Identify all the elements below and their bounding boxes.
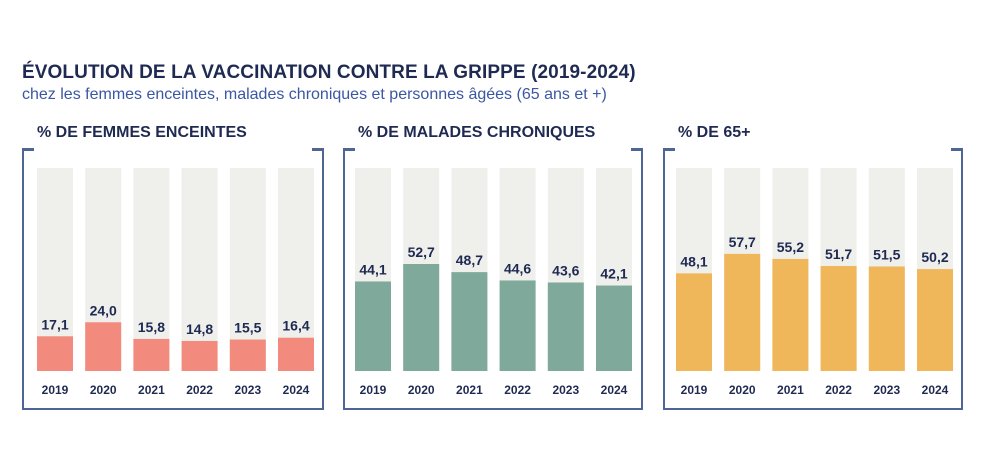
value-label-65-plus-2020: 57,7 bbox=[729, 234, 756, 250]
panel-frame-tick bbox=[343, 148, 355, 151]
panel-title-malades-chroniques: % DE MALADES CHRONIQUES bbox=[358, 124, 596, 141]
year-label-femmes-enceintes-2023: 2023 bbox=[234, 383, 261, 397]
value-label-malades-chroniques-2019: 44,1 bbox=[359, 261, 386, 277]
year-label-femmes-enceintes-2019: 2019 bbox=[42, 383, 69, 397]
year-label-65-plus-2022: 2022 bbox=[825, 383, 852, 397]
year-label-65-plus-2019: 2019 bbox=[681, 383, 708, 397]
year-label-malades-chroniques-2024: 2024 bbox=[601, 383, 628, 397]
value-label-femmes-enceintes-2022: 14,8 bbox=[186, 321, 213, 337]
bar-malades-chroniques-2022 bbox=[499, 280, 536, 371]
bar-65-plus-2020 bbox=[724, 253, 761, 371]
bar-femmes-enceintes-2019 bbox=[37, 336, 73, 371]
value-label-malades-chroniques-2020: 52,7 bbox=[408, 244, 435, 260]
value-label-femmes-enceintes-2019: 17,1 bbox=[41, 316, 68, 332]
year-label-femmes-enceintes-2024: 2024 bbox=[283, 383, 310, 397]
panel-title-femmes-enceintes: % DE FEMMES ENCEINTES bbox=[37, 124, 247, 141]
value-label-femmes-enceintes-2023: 15,5 bbox=[234, 320, 261, 336]
value-label-malades-chroniques-2022: 44,6 bbox=[504, 260, 531, 276]
year-label-femmes-enceintes-2021: 2021 bbox=[138, 383, 165, 397]
bar-65-plus-2023 bbox=[868, 266, 905, 371]
value-label-femmes-enceintes-2021: 15,8 bbox=[138, 319, 165, 335]
panel-frame-tick bbox=[312, 148, 324, 151]
value-label-malades-chroniques-2023: 43,6 bbox=[552, 262, 579, 278]
bar-track-femmes-enceintes-2022 bbox=[181, 168, 218, 371]
panel-frame-malades-chroniques bbox=[343, 148, 643, 410]
year-label-femmes-enceintes-2020: 2020 bbox=[90, 383, 117, 397]
value-label-malades-chroniques-2021: 48,7 bbox=[456, 252, 483, 268]
chart-title: ÉVOLUTION DE LA VACCINATION CONTRE LA GR… bbox=[22, 62, 636, 83]
bar-malades-chroniques-2019 bbox=[355, 281, 391, 371]
value-label-65-plus-2019: 48,1 bbox=[680, 253, 707, 269]
year-label-femmes-enceintes-2022: 2022 bbox=[186, 383, 213, 397]
bar-femmes-enceintes-2024 bbox=[278, 337, 314, 371]
bar-femmes-enceintes-2023 bbox=[229, 339, 266, 371]
bar-malades-chroniques-2020 bbox=[403, 264, 440, 371]
value-label-65-plus-2022: 51,7 bbox=[825, 246, 852, 262]
panel-frame-tick bbox=[663, 148, 675, 151]
panel-frame-tick bbox=[951, 148, 963, 151]
bar-track-femmes-enceintes-2024 bbox=[278, 168, 314, 371]
year-label-malades-chroniques-2019: 2019 bbox=[360, 383, 387, 397]
panel-frame-tick bbox=[22, 148, 34, 151]
bar-malades-chroniques-2023 bbox=[547, 282, 584, 371]
panel-frame-femmes-enceintes bbox=[22, 148, 324, 410]
bar-femmes-enceintes-2020 bbox=[85, 322, 122, 371]
year-label-malades-chroniques-2021: 2021 bbox=[456, 383, 483, 397]
year-label-malades-chroniques-2020: 2020 bbox=[408, 383, 435, 397]
year-label-65-plus-2020: 2020 bbox=[729, 383, 756, 397]
year-label-malades-chroniques-2023: 2023 bbox=[552, 383, 579, 397]
bar-femmes-enceintes-2022 bbox=[181, 340, 218, 371]
bar-malades-chroniques-2021 bbox=[451, 272, 488, 371]
bar-femmes-enceintes-2021 bbox=[133, 338, 170, 371]
value-label-femmes-enceintes-2020: 24,0 bbox=[90, 302, 117, 318]
bar-65-plus-2019 bbox=[676, 273, 712, 371]
bar-track-femmes-enceintes-2021 bbox=[133, 168, 170, 371]
panel-title-65-plus: % DE 65+ bbox=[678, 124, 751, 141]
panel-frame-tick bbox=[631, 148, 643, 151]
value-label-65-plus-2023: 51,5 bbox=[873, 246, 900, 262]
value-label-65-plus-2021: 55,2 bbox=[777, 239, 804, 255]
year-label-malades-chroniques-2022: 2022 bbox=[504, 383, 531, 397]
panel-frame-65-plus bbox=[663, 148, 963, 410]
value-label-65-plus-2024: 50,2 bbox=[921, 249, 948, 265]
bar-65-plus-2021 bbox=[772, 258, 809, 371]
bar-65-plus-2022 bbox=[820, 266, 857, 371]
value-label-femmes-enceintes-2024: 16,4 bbox=[282, 318, 309, 334]
year-label-65-plus-2021: 2021 bbox=[777, 383, 804, 397]
bar-malades-chroniques-2024 bbox=[596, 285, 632, 371]
year-label-65-plus-2023: 2023 bbox=[873, 383, 900, 397]
bar-65-plus-2024 bbox=[917, 269, 953, 371]
chart-subtitle: chez les femmes enceintes, malades chron… bbox=[22, 86, 607, 103]
value-label-malades-chroniques-2024: 42,1 bbox=[600, 266, 627, 282]
bar-track-femmes-enceintes-2023 bbox=[229, 168, 266, 371]
year-label-65-plus-2024: 2024 bbox=[922, 383, 949, 397]
